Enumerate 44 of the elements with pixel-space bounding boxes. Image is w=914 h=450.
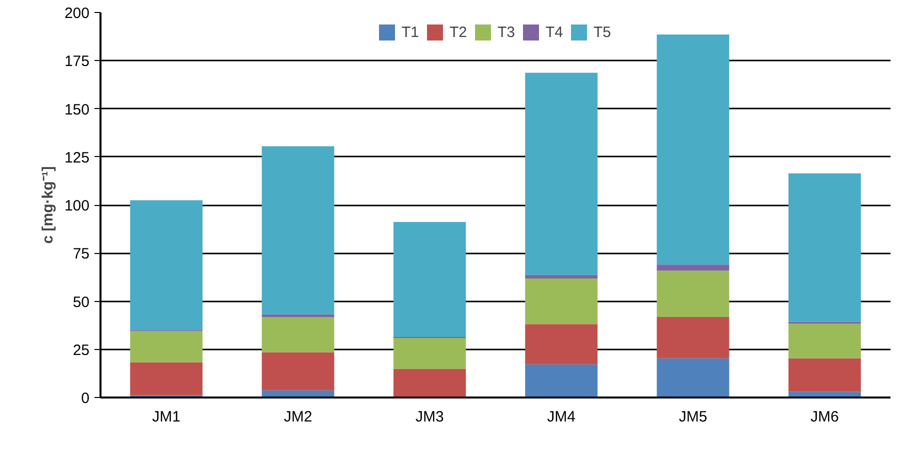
bar	[262, 146, 334, 314]
y-tick-label: 150	[64, 101, 90, 118]
y-tick-label: 75	[72, 246, 90, 263]
legend-label: T2	[450, 24, 468, 40]
legend-label: T5	[594, 24, 612, 40]
legend-label: T3	[498, 24, 516, 40]
bar	[656, 317, 730, 358]
y-tick-label: 175	[64, 53, 90, 70]
x-tick-label: JM2	[284, 408, 312, 426]
bar	[788, 358, 861, 392]
bar	[525, 274, 598, 279]
bar	[656, 264, 730, 271]
y-tick-label: 100	[64, 198, 90, 214]
x-tick-label: JM5	[678, 408, 708, 426]
bar	[130, 362, 203, 396]
y-tick-label: 0	[81, 390, 90, 407]
bar	[656, 358, 730, 398]
bar	[656, 34, 730, 265]
y-tick-label: 25	[72, 342, 90, 359]
y-tick-label: 200	[64, 5, 90, 22]
legend-label: T1	[402, 24, 420, 40]
x-tick-label: JM6	[810, 408, 839, 426]
bar	[788, 324, 861, 358]
y-tick-label: 50	[72, 294, 90, 311]
bar	[525, 324, 598, 364]
bar	[393, 222, 466, 338]
y-tick-label: 125	[64, 149, 90, 166]
y-axis-title: c [mg·kg⁻¹]	[39, 166, 56, 244]
bar	[393, 368, 466, 398]
bar	[262, 314, 334, 318]
bar	[130, 200, 203, 330]
x-tick-label: JM1	[152, 408, 181, 426]
bar	[262, 317, 334, 352]
legend-label: T4	[546, 24, 564, 40]
x-tick-label: JM4	[547, 408, 576, 426]
bar	[262, 352, 334, 390]
bar	[130, 331, 203, 362]
x-tick-label: JM3	[416, 408, 444, 426]
bar	[525, 278, 598, 324]
bar	[525, 364, 598, 398]
bar	[656, 270, 730, 318]
bar	[393, 338, 466, 369]
bar	[525, 72, 598, 275]
bar	[788, 173, 861, 322]
